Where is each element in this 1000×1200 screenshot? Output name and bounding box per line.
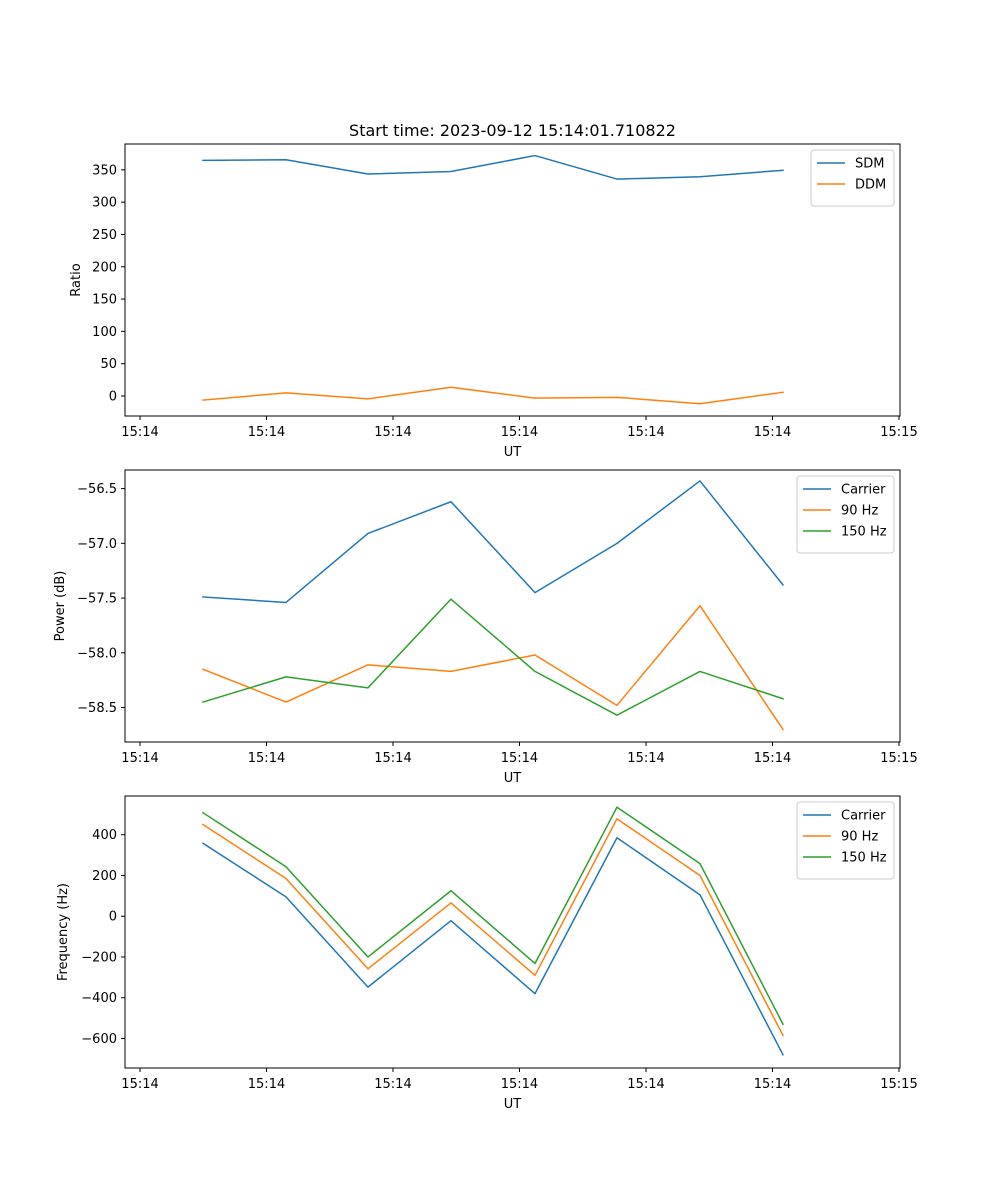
series-line-carrier	[201, 837, 784, 1056]
x-tick-label: 15:14	[501, 751, 538, 766]
y-tick-label: −400	[81, 991, 117, 1006]
y-tick-label: 250	[92, 228, 117, 243]
series-line-carrier	[202, 480, 785, 604]
y-tick-label: 350	[92, 163, 117, 178]
x-tick-label: 15:14	[121, 1077, 158, 1092]
legend-frame	[796, 801, 895, 880]
x-tick-label: 15:14	[627, 425, 664, 440]
y-axis-label: Ratio	[69, 263, 84, 296]
y-tick-label: 0	[109, 910, 117, 925]
y-tick-label: 50	[100, 357, 117, 372]
x-tick-label: 15:14	[374, 751, 411, 766]
axes-frame	[124, 143, 901, 417]
series-line-ddm	[202, 386, 784, 405]
legend-label: 150 Hz	[841, 851, 887, 866]
x-tick-label: 15:14	[627, 751, 664, 766]
axes-frame	[124, 795, 901, 1069]
y-tick-label: −56.5	[77, 482, 117, 497]
x-tick-label: 15:14	[627, 1077, 664, 1092]
x-tick-label: 15:14	[374, 425, 411, 440]
y-tick-label: 300	[92, 196, 117, 211]
y-tick-label: 100	[92, 325, 117, 340]
series-line-150-hz	[201, 806, 784, 1026]
x-axis-label: UT	[504, 445, 522, 460]
legend-label: Carrier	[841, 483, 886, 498]
x-axis-label: UT	[504, 1097, 522, 1112]
x-tick-label: 15:14	[374, 1077, 411, 1092]
series-line-90-hz	[201, 818, 784, 1037]
y-tick-label: −57.0	[77, 537, 117, 552]
legend: SDM DDM	[810, 149, 895, 207]
panel-frequency: 15:14 15:14 15:14 15:14 15:14 15:14 15:15 −600 −…	[56, 795, 918, 1112]
legend-label: DDM	[855, 178, 886, 193]
axes-frame	[124, 469, 901, 743]
x-axis-label: UT	[504, 771, 522, 786]
x-tick-label: 15:14	[754, 1077, 791, 1092]
x-tick-label: 15:15	[880, 425, 917, 440]
legend-label: SDM	[855, 157, 884, 172]
panel-ratio: 15:14 15:14 15:14 15:14 15:14 15:14 15:15 0 50 10…	[69, 143, 918, 460]
chart-title: Start time: 2023-09-12 15:14:01.710822	[349, 121, 676, 140]
y-tick-label: 150	[92, 293, 117, 308]
y-axis-label: Frequency (Hz)	[56, 883, 71, 981]
y-tick-label: −58.0	[77, 646, 117, 661]
legend-label: 150 Hz	[841, 525, 887, 540]
x-tick-label: 15:14	[501, 425, 538, 440]
legend-label: Carrier	[841, 809, 886, 824]
y-tick-label: −58.5	[77, 701, 117, 716]
y-tick-label: −600	[81, 1032, 117, 1047]
y-tick-label: −57.5	[77, 592, 117, 607]
series-line-90-hz	[201, 604, 785, 731]
y-axis-label: Power (dB)	[53, 571, 68, 642]
legend: Carrier 90 Hz 150 Hz	[796, 801, 895, 880]
legend: Carrier 90 Hz 150 Hz	[796, 475, 895, 554]
panel-power: 15:14 15:14 15:14 15:14 15:14 15:14 15:15 −58.5…	[53, 469, 918, 786]
series-line-sdm	[202, 154, 784, 180]
y-tick-label: 200	[92, 260, 117, 275]
y-tick-label: −200	[81, 950, 117, 965]
legend-frame	[796, 475, 895, 554]
x-tick-label: 15:14	[754, 425, 791, 440]
series-line-150-hz	[202, 598, 784, 716]
legend-label: 90 Hz	[841, 504, 878, 519]
legend-label: 90 Hz	[841, 830, 878, 845]
x-tick-label: 15:15	[880, 1077, 917, 1092]
x-tick-label: 15:14	[248, 751, 285, 766]
y-tick-label: 200	[92, 869, 117, 884]
legend-frame	[810, 149, 895, 207]
x-tick-label: 15:14	[121, 751, 158, 766]
x-tick-label: 15:14	[121, 425, 158, 440]
x-tick-label: 15:14	[248, 425, 285, 440]
x-tick-label: 15:15	[880, 751, 917, 766]
x-tick-label: 15:14	[754, 751, 791, 766]
y-tick-label: 400	[92, 828, 117, 843]
x-tick-label: 15:14	[501, 1077, 538, 1092]
y-tick-label: 0	[109, 389, 117, 404]
x-tick-label: 15:14	[248, 1077, 285, 1092]
